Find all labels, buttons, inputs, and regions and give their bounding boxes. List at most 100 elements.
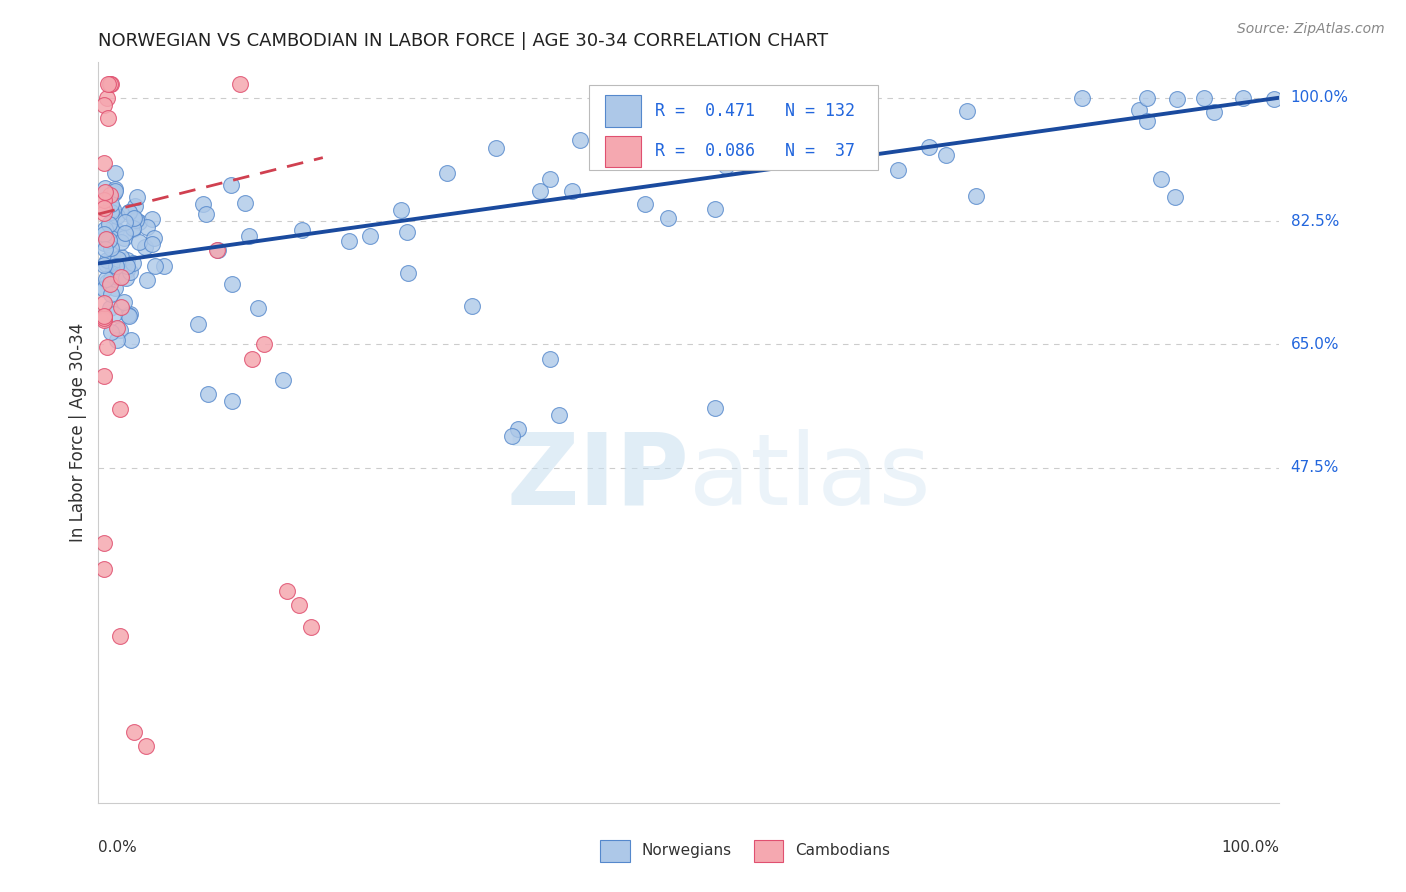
Point — [128, 214, 150, 228]
Point — [93, 97, 115, 112]
Point — [221, 393, 243, 408]
Point — [107, 270, 129, 285]
Point — [100, 77, 122, 91]
Point — [112, 231, 135, 245]
Point — [93, 156, 115, 170]
Point — [918, 140, 941, 154]
Point — [100, 197, 122, 211]
Point — [107, 269, 129, 284]
Point — [110, 301, 132, 315]
Point — [112, 265, 135, 279]
Point — [134, 240, 156, 254]
Point — [98, 255, 121, 269]
Point — [141, 237, 163, 252]
Point — [703, 401, 725, 415]
Point — [485, 141, 508, 155]
Text: R =  0.086   N =  37: R = 0.086 N = 37 — [655, 142, 855, 160]
Point — [93, 310, 115, 324]
Point — [114, 271, 136, 285]
Bar — [600, 840, 630, 862]
Text: 65.0%: 65.0% — [1291, 337, 1339, 352]
Point — [547, 408, 569, 422]
Point — [122, 725, 145, 739]
Point — [396, 225, 419, 239]
Point — [561, 184, 583, 198]
Point — [94, 232, 117, 246]
Point — [1192, 91, 1215, 105]
Point — [94, 181, 117, 195]
Point — [104, 182, 127, 196]
Point — [290, 223, 312, 237]
Point — [103, 221, 125, 235]
Point — [1149, 172, 1171, 186]
Point — [935, 148, 957, 162]
Point — [104, 281, 127, 295]
Text: R =  0.471   N = 132: R = 0.471 N = 132 — [655, 102, 855, 120]
Point — [110, 323, 132, 337]
Point — [98, 188, 121, 202]
Point — [115, 263, 138, 277]
Point — [93, 311, 115, 326]
Point — [529, 184, 551, 198]
Point — [122, 211, 145, 226]
Text: 0.0%: 0.0% — [98, 840, 138, 855]
Text: atlas: atlas — [689, 428, 931, 525]
Text: ZIP: ZIP — [506, 428, 689, 525]
Point — [98, 301, 121, 316]
Point — [651, 120, 673, 134]
Point — [100, 241, 122, 255]
Point — [128, 235, 150, 249]
Point — [93, 201, 115, 215]
Point — [100, 231, 122, 245]
Point — [1136, 114, 1159, 128]
Point — [1232, 91, 1254, 105]
Point — [716, 159, 738, 173]
Point — [141, 212, 163, 227]
Point — [359, 228, 381, 243]
Point — [120, 307, 142, 321]
Point — [107, 252, 129, 266]
Point — [100, 325, 122, 339]
Point — [124, 213, 146, 227]
Point — [93, 236, 115, 251]
Point — [120, 333, 142, 347]
Text: Source: ZipAtlas.com: Source: ZipAtlas.com — [1237, 22, 1385, 37]
Point — [112, 295, 135, 310]
Text: 82.5%: 82.5% — [1291, 213, 1339, 228]
Bar — [605, 136, 641, 167]
Point — [100, 228, 122, 243]
Text: Cambodians: Cambodians — [796, 844, 890, 858]
Point — [96, 77, 118, 91]
Point — [135, 739, 157, 754]
Point — [118, 205, 141, 219]
Point — [101, 254, 124, 268]
Point — [634, 196, 657, 211]
Point — [93, 369, 115, 384]
Point — [121, 256, 143, 270]
Point — [93, 259, 115, 273]
Point — [101, 202, 124, 216]
Text: 100.0%: 100.0% — [1291, 90, 1348, 105]
Point — [93, 313, 115, 327]
Point — [96, 272, 118, 286]
Point — [436, 166, 458, 180]
Point — [124, 198, 146, 212]
Point — [238, 228, 260, 243]
Point — [110, 235, 132, 249]
Point — [506, 422, 529, 436]
Point — [100, 205, 122, 219]
Point — [96, 252, 118, 267]
Text: Norwegians: Norwegians — [641, 844, 733, 858]
Point — [93, 282, 115, 296]
Point — [118, 205, 141, 219]
Point — [704, 202, 727, 216]
Point — [229, 77, 252, 91]
Point — [93, 296, 115, 310]
Point — [253, 337, 276, 351]
Point — [887, 163, 910, 178]
Point — [501, 429, 523, 443]
Point — [110, 250, 132, 264]
Point — [115, 252, 138, 267]
Point — [143, 231, 166, 245]
Point — [1071, 91, 1094, 105]
